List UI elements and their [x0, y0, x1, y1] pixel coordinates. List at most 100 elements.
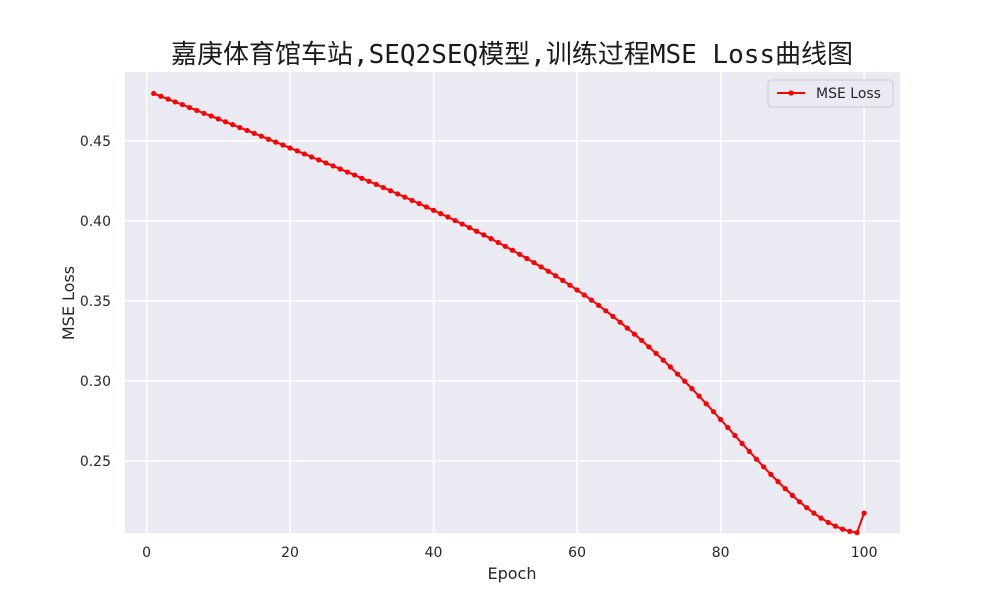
data-point: [359, 175, 365, 181]
data-point: [323, 160, 329, 166]
data-point: [179, 102, 186, 108]
data-point: [495, 239, 501, 246]
data-point: [818, 515, 824, 521]
data-point: [710, 409, 717, 415]
data-point: [244, 127, 250, 134]
data-point: [330, 163, 336, 169]
data-point: [258, 133, 264, 139]
data-point: [186, 104, 193, 111]
data-point: [344, 169, 351, 175]
data-point: [215, 116, 221, 122]
data-point: [308, 154, 315, 160]
data-point: [739, 440, 745, 447]
data-point: [452, 217, 458, 224]
x-tick-label: 40: [425, 545, 443, 561]
data-point: [517, 251, 523, 257]
data-point: [646, 344, 652, 350]
data-point: [301, 151, 307, 157]
data-point: [854, 530, 860, 536]
data-point: [280, 142, 286, 148]
y-tick-label: 0.40: [80, 214, 111, 230]
data-point: [531, 260, 537, 266]
data-point: [481, 232, 487, 238]
data-point: [796, 499, 803, 505]
data-point: [509, 247, 516, 253]
x-axis-label: Epoch: [488, 564, 537, 583]
y-tick-label: 0.30: [80, 374, 111, 390]
data-point: [839, 526, 846, 532]
legend-label: MSE Loss: [816, 86, 881, 102]
data-point: [438, 211, 444, 217]
data-point: [208, 113, 214, 119]
data-point: [524, 255, 530, 262]
data-point: [667, 364, 673, 370]
data-point: [158, 93, 164, 99]
legend: MSE Loss: [767, 79, 894, 108]
data-point: [380, 184, 386, 191]
data-point: [430, 207, 437, 213]
data-point: [273, 139, 279, 145]
y-tick-label: 0.25: [80, 454, 111, 470]
data-point: [753, 456, 760, 462]
data-point: [352, 172, 358, 178]
data-point: [459, 221, 465, 227]
data-point: [445, 214, 451, 220]
data-point: [337, 166, 343, 172]
data-point: [804, 505, 810, 511]
legend-marker: [788, 90, 794, 96]
series-line-mse-loss: [153, 92, 866, 534]
data-point: [653, 350, 659, 356]
data-point: [151, 90, 157, 97]
y-tick-label: 0.35: [80, 294, 111, 310]
x-tick-label: 0: [142, 545, 151, 561]
data-point: [581, 292, 587, 298]
data-point: [552, 273, 559, 279]
data-point: [488, 236, 494, 242]
x-tick-label: 80: [712, 545, 730, 561]
data-point: [596, 302, 602, 308]
data-point: [567, 282, 573, 288]
data-point: [502, 243, 508, 249]
data-point: [366, 178, 372, 184]
data-point: [682, 378, 688, 384]
data-point: [782, 486, 788, 492]
data-point: [624, 325, 630, 331]
data-point: [560, 277, 566, 284]
data-point: [402, 194, 408, 200]
grid: [125, 72, 900, 533]
data-point: [603, 308, 609, 314]
data-point: [373, 181, 379, 187]
data-point: [689, 386, 695, 392]
data-point: [725, 424, 731, 431]
data-point: [775, 479, 781, 485]
data-point: [588, 297, 595, 303]
data-point: [294, 148, 300, 154]
data-point: [466, 224, 473, 231]
x-tick-label: 100: [851, 545, 878, 561]
data-point: [165, 96, 171, 102]
data-point: [674, 371, 681, 377]
data-point: [732, 432, 738, 439]
data-point: [703, 401, 709, 407]
data-point: [631, 331, 638, 337]
data-point: [610, 313, 616, 320]
data-point: [387, 188, 394, 194]
data-point: [423, 204, 429, 210]
data-point: [761, 464, 767, 470]
data-point: [265, 136, 272, 142]
tick-labels: 0 20 40 60 80 100 0.25 0.30 0.35 0.40 0.45: [80, 134, 878, 561]
x-tick-label: 60: [568, 545, 586, 561]
data-point: [316, 157, 322, 163]
data-point: [416, 200, 422, 207]
data-point: [474, 228, 480, 234]
data-point: [237, 124, 243, 131]
data-point: [222, 119, 229, 125]
data-point: [201, 110, 207, 116]
data-point: [825, 519, 831, 526]
data-point: [789, 492, 795, 498]
data-point: [538, 264, 544, 270]
data-point: [861, 510, 867, 516]
data-point: [545, 268, 551, 274]
plot-area: [125, 72, 900, 533]
